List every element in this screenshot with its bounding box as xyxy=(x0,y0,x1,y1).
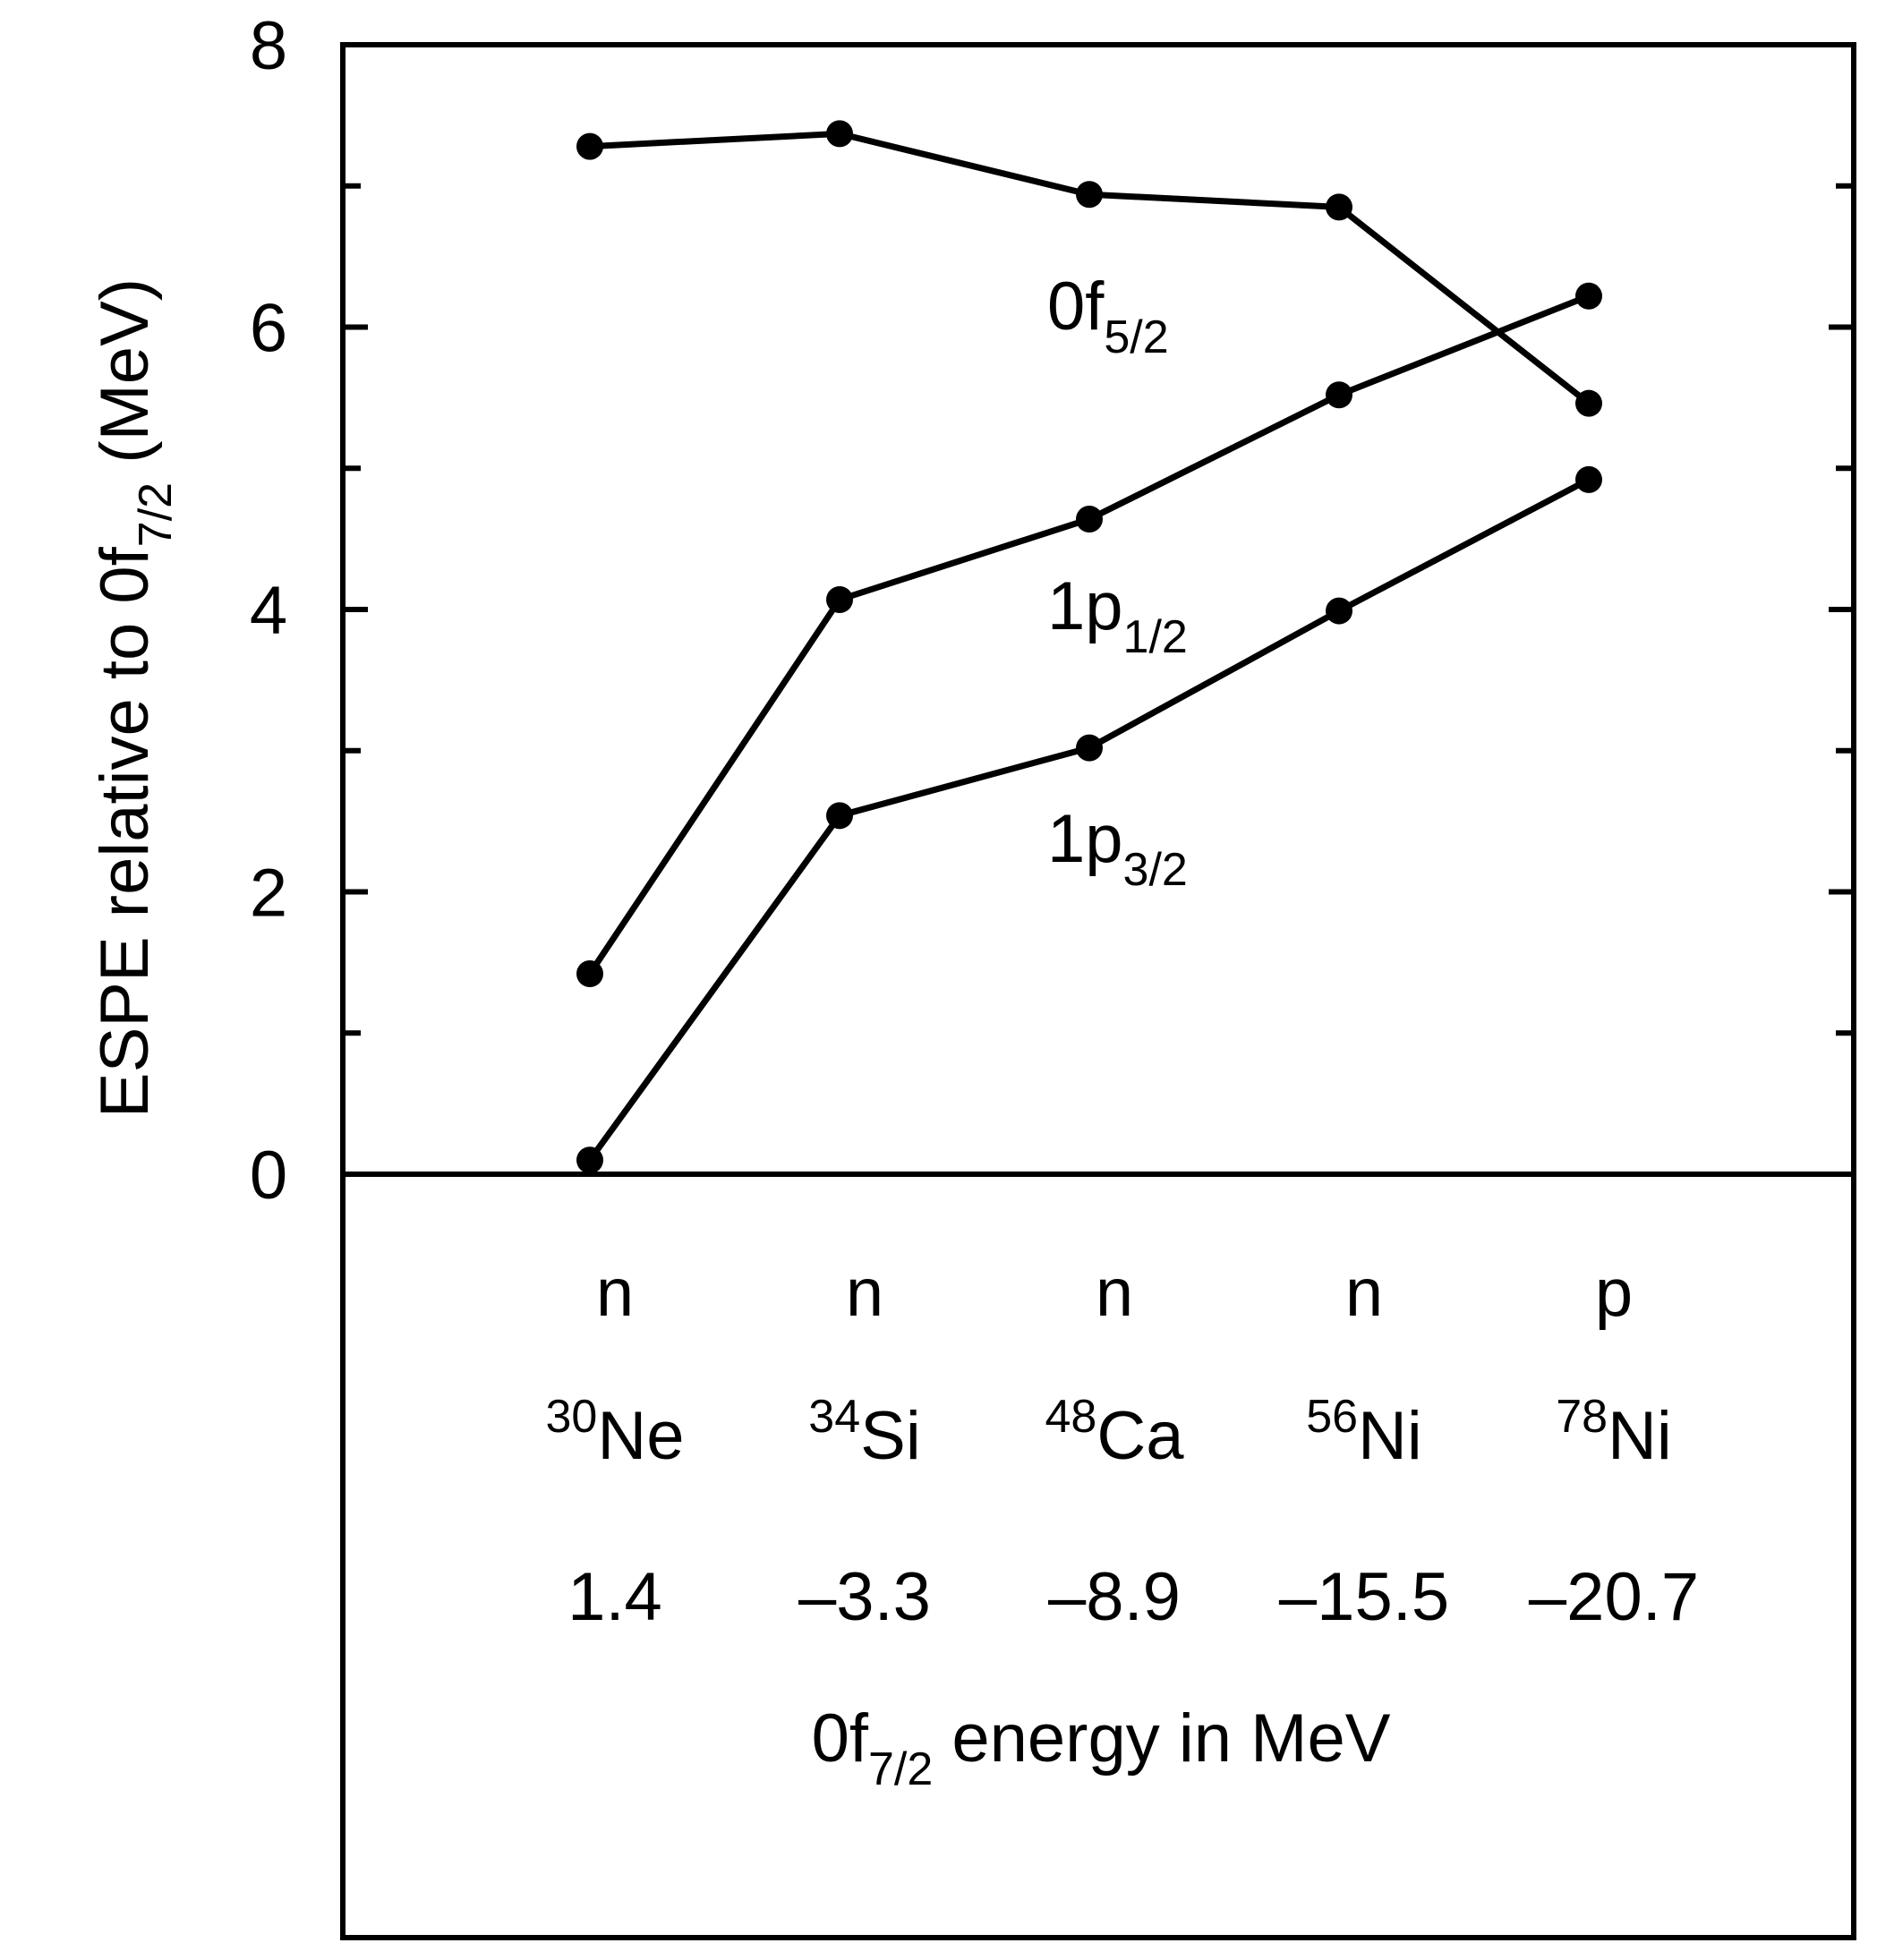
y-tick-label: 6 xyxy=(250,291,287,367)
series-label-1p32: 1p3/2 xyxy=(1047,801,1188,896)
data-point-1p32 xyxy=(1326,597,1352,625)
data-point-0f52 xyxy=(576,132,603,160)
energy-label: –8.9 xyxy=(1048,1559,1181,1635)
energy-label: –3.3 xyxy=(798,1559,931,1635)
x-axis-title: 0f7/2 energy in MeV xyxy=(812,1700,1391,1795)
nucleus-label: 34Si xyxy=(808,1391,920,1474)
data-point-0f52 xyxy=(1326,193,1352,221)
data-point-1p12 xyxy=(576,959,603,987)
nucleon-label: n xyxy=(1345,1255,1383,1331)
nucleon-label: n xyxy=(596,1255,634,1331)
series-label-1p12: 1p1/2 xyxy=(1047,568,1188,663)
data-point-0f52 xyxy=(1076,181,1103,209)
data-point-1p32 xyxy=(576,1146,603,1174)
data-point-1p12 xyxy=(826,585,853,613)
nucleus-label: 56Ni xyxy=(1306,1391,1422,1474)
plot-frame xyxy=(340,42,1856,1940)
category-energy-row: 1.4 –3.3 –8.9 –15.5 –20.7 xyxy=(567,1559,1699,1635)
nucleon-label: n xyxy=(846,1255,883,1331)
nucleus-label: 48Ca xyxy=(1045,1391,1185,1474)
series-label-0f52: 0f5/2 xyxy=(1047,268,1169,363)
series-points xyxy=(576,120,1602,1174)
data-point-1p32 xyxy=(1575,465,1602,493)
data-point-1p32 xyxy=(1076,734,1103,762)
y-tick-label: 4 xyxy=(250,573,287,649)
category-nucleus-row: 30Ne 34Si 48Ca 56Ni 78Ni xyxy=(546,1391,1672,1474)
energy-label: –15.5 xyxy=(1279,1559,1449,1635)
data-point-0f52 xyxy=(1575,389,1602,417)
data-point-1p32 xyxy=(826,802,853,830)
data-point-0f52 xyxy=(826,120,853,148)
nucleon-label: p xyxy=(1595,1255,1633,1331)
y-ticks xyxy=(343,183,1854,1036)
nucleus-label: 30Ne xyxy=(546,1391,685,1474)
nucleus-label: 78Ni xyxy=(1556,1391,1672,1474)
nucleon-label: n xyxy=(1096,1255,1133,1331)
y-axis-title: ESPE relative to 0f7/2 (MeV) xyxy=(87,278,182,1118)
y-tick-label: 2 xyxy=(250,856,287,932)
y-tick-label: 0 xyxy=(250,1138,287,1214)
y-tick-label: 8 xyxy=(250,8,287,84)
y-tick-labels: 0 2 4 6 8 xyxy=(250,8,287,1214)
data-point-1p12 xyxy=(1076,506,1103,533)
data-point-1p12 xyxy=(1326,381,1352,409)
data-point-1p12 xyxy=(1575,282,1602,310)
energy-label: –20.7 xyxy=(1529,1559,1699,1635)
energy-label: 1.4 xyxy=(567,1559,662,1635)
